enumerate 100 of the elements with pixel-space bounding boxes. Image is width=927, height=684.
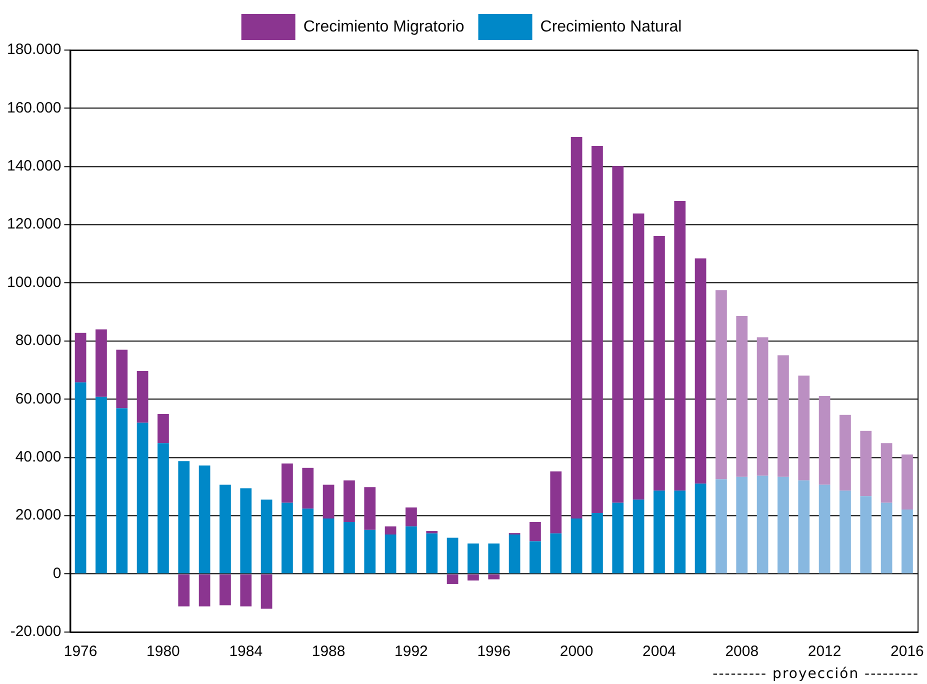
- bar: [178, 574, 190, 606]
- y-tick-label: -20.000: [10, 623, 62, 640]
- x-tick-label: 1976: [64, 643, 98, 660]
- bar: [570, 518, 582, 574]
- bar: [860, 430, 872, 496]
- bar: [240, 488, 252, 574]
- bar: [550, 471, 562, 534]
- y-tick-label: 160.000: [6, 99, 62, 116]
- bar: [198, 574, 210, 606]
- bar: [260, 574, 272, 609]
- bar: [632, 214, 644, 500]
- bar: [840, 490, 851, 574]
- bar: [880, 443, 892, 503]
- bar: [902, 509, 913, 574]
- bar: [406, 507, 417, 526]
- bar: [158, 443, 169, 574]
- y-tick-label: 20.000: [15, 506, 62, 524]
- bar: [654, 236, 665, 491]
- bar: [136, 370, 148, 423]
- x-tick-label: 2004: [642, 643, 676, 660]
- bar: [116, 408, 128, 574]
- bar: [798, 480, 810, 574]
- bar: [756, 476, 768, 574]
- x-tick-label: 1992: [394, 643, 428, 660]
- bar: [736, 476, 748, 574]
- bar: [240, 574, 252, 606]
- bar: [384, 526, 396, 535]
- bar: [364, 530, 376, 574]
- bar: [344, 522, 355, 574]
- x-tick-label: 1980: [146, 643, 180, 660]
- bar: [220, 484, 231, 574]
- bar: [530, 541, 541, 574]
- legend-label: Crecimiento Natural: [540, 18, 682, 36]
- bar: [136, 422, 148, 574]
- x-tick-label: 2016: [890, 643, 924, 660]
- legend-label: Crecimiento Migratorio: [303, 18, 464, 36]
- bar: [736, 316, 748, 477]
- y-tick-label: 180.000: [6, 41, 62, 58]
- bar: [612, 166, 624, 503]
- bar: [302, 468, 314, 509]
- bar: [818, 396, 830, 485]
- bar: [344, 480, 355, 522]
- bar: [322, 518, 334, 574]
- bar: [632, 500, 644, 574]
- bar: [260, 500, 272, 574]
- bar: [592, 512, 603, 574]
- bar: [446, 538, 458, 574]
- bar: [530, 522, 541, 542]
- bar: [364, 487, 376, 530]
- y-tick-label: 120.000: [6, 216, 62, 233]
- bar: [322, 484, 334, 519]
- bar: [818, 484, 830, 574]
- bar: [116, 350, 128, 408]
- bar: [880, 502, 892, 574]
- bar: [674, 201, 686, 491]
- bar: [282, 502, 293, 574]
- bar: [96, 396, 107, 574]
- bar: [654, 490, 665, 574]
- bar: [468, 574, 479, 580]
- bar: [488, 574, 500, 580]
- bar: [550, 533, 562, 574]
- bar: [778, 355, 789, 477]
- y-tick-label: 140.000: [6, 158, 62, 175]
- bar: [406, 526, 417, 574]
- bar: [302, 508, 314, 574]
- bar: [694, 258, 706, 484]
- bar: [446, 574, 458, 584]
- bar: [158, 414, 169, 444]
- bar: [282, 464, 293, 503]
- bar: [592, 146, 603, 513]
- x-tick-label: 2000: [560, 643, 594, 660]
- bar: [674, 490, 686, 574]
- bar: [488, 544, 500, 574]
- bar: [74, 382, 86, 574]
- bar: [570, 137, 582, 519]
- bar: [716, 290, 727, 480]
- y-tick-label: 80.000: [15, 332, 62, 350]
- x-tick-label: 1988: [312, 643, 346, 660]
- bar: [426, 533, 438, 574]
- bar: [384, 534, 396, 574]
- bar: [198, 466, 210, 574]
- x-tick-label: 1984: [229, 643, 263, 660]
- x-tick-label: 1996: [477, 643, 511, 660]
- bar: [612, 502, 624, 574]
- bar: [778, 476, 789, 574]
- y-tick-label: 40.000: [15, 448, 62, 466]
- bar: [74, 332, 86, 382]
- bar: [508, 534, 520, 574]
- bar: [798, 376, 810, 480]
- text: --------- proyección ---------: [712, 666, 919, 682]
- bar: [468, 544, 479, 574]
- bar: [716, 479, 727, 574]
- bar: [840, 414, 851, 491]
- x-tick-label: 2008: [725, 643, 759, 660]
- bar: [96, 329, 107, 397]
- bar: [860, 496, 872, 574]
- y-tick-label: 60.000: [15, 390, 62, 408]
- bar: [694, 484, 706, 574]
- bar: [756, 337, 768, 476]
- y-tick-label: 100.000: [6, 274, 62, 291]
